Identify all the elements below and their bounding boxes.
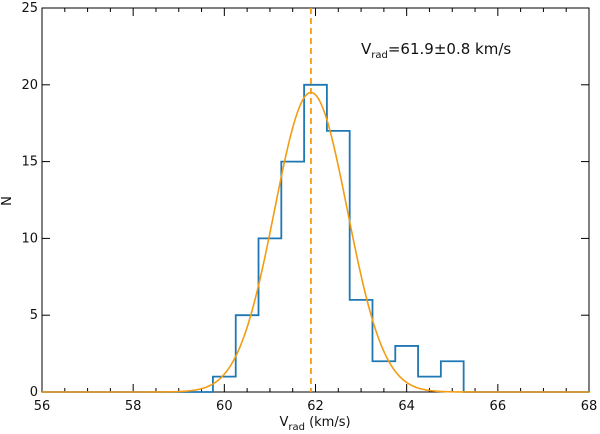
x-axis-label-subscript: rad <box>288 422 305 433</box>
y-axis-ticks: 0 5 10 15 20 25 <box>21 1 589 400</box>
x-tick-label: 64 <box>398 399 415 414</box>
y-tick-label: 15 <box>21 155 38 170</box>
x-axis-label-main: V <box>279 415 288 430</box>
x-axis-label: Vrad (km/s) <box>279 415 350 433</box>
x-tick-label: 62 <box>307 399 324 414</box>
x-axis-ticks: 56 58 60 62 64 66 68 <box>34 8 598 414</box>
mean-annotation: Vrad=61.9±0.8 km/s <box>361 40 511 61</box>
y-tick-label: 25 <box>21 1 38 16</box>
plot-area: 0 5 10 15 20 25 56 58 60 62 64 66 68 <box>21 1 597 414</box>
y-tick-label: 0 <box>30 385 38 400</box>
mean-annotation-main: V <box>361 40 372 58</box>
x-tick-label: 56 <box>34 399 51 414</box>
mean-annotation-subscript: rad <box>371 50 388 61</box>
y-axis-label: N <box>0 196 15 206</box>
y-tick-label: 5 <box>30 308 38 323</box>
x-tick-label: 60 <box>216 399 233 414</box>
y-tick-label: 10 <box>21 231 38 246</box>
gaussian-fit-curve <box>42 91 589 393</box>
mean-annotation-suffix: =61.9±0.8 km/s <box>388 40 512 58</box>
x-tick-label: 66 <box>490 399 507 414</box>
histogram-series <box>42 83 589 393</box>
x-tick-label: 58 <box>125 399 142 414</box>
x-axis-label-suffix: (km/s) <box>305 415 351 430</box>
y-tick-label: 20 <box>21 78 38 93</box>
x-tick-label: 68 <box>581 399 598 414</box>
histogram-step-line <box>42 83 589 393</box>
